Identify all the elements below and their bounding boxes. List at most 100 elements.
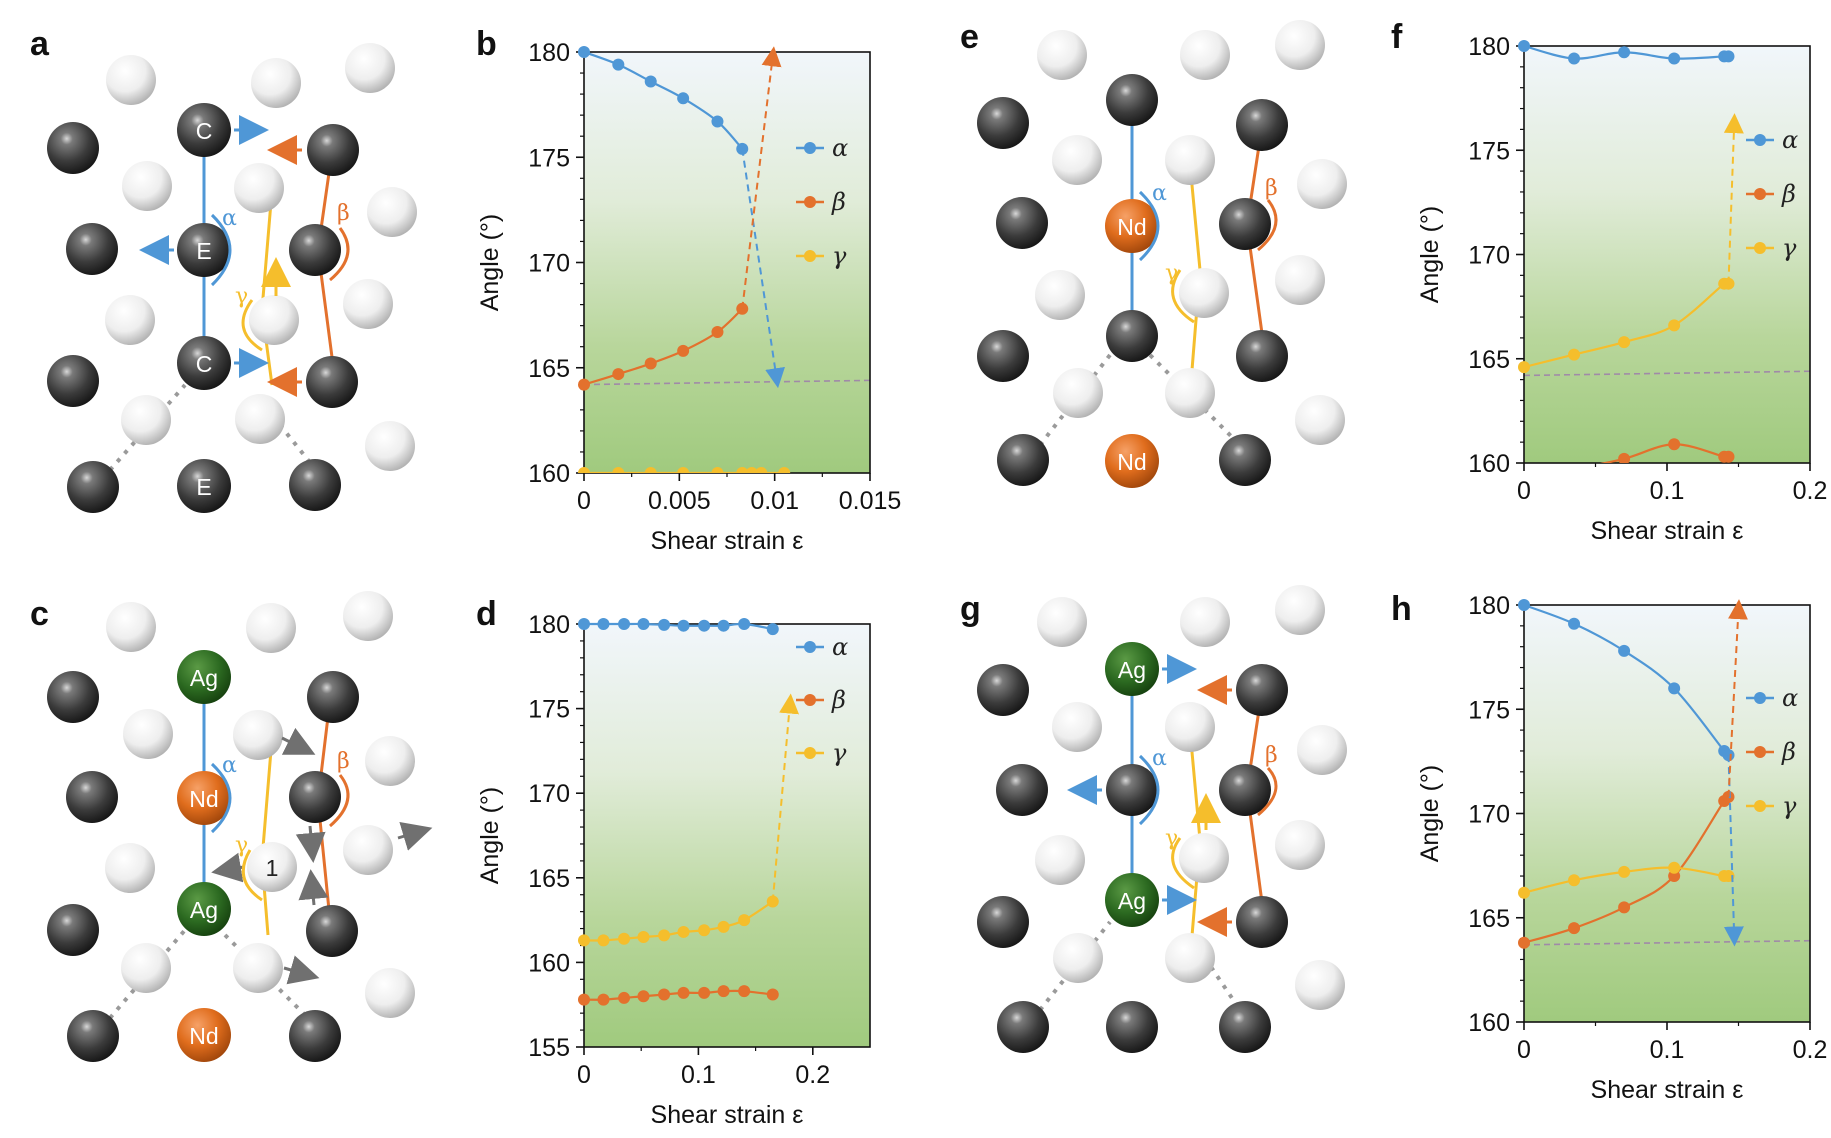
light-atom (1035, 270, 1085, 320)
data-point-γ (1618, 336, 1631, 349)
data-point-γ (1668, 319, 1681, 332)
atom-ag-bottom (1105, 873, 1159, 927)
data-point-γ (717, 920, 730, 933)
light-atom (122, 161, 172, 211)
y-axis-title: Angle (°) (1416, 206, 1444, 304)
data-point-β (1618, 452, 1631, 463)
angle-label-gamma: γ (1165, 261, 1178, 286)
angle-arc-alpha (1138, 754, 1160, 826)
legend-label: α (1782, 684, 1798, 712)
x-tick-label: 0 (577, 487, 591, 515)
legend-marker (804, 196, 816, 208)
data-point-γ (736, 467, 749, 473)
data-point-γ (618, 932, 631, 945)
tagged-atom-label: 1 (266, 855, 279, 881)
legend-marker (804, 641, 816, 653)
light-atom (1179, 268, 1229, 318)
angle-label-beta: β (337, 749, 350, 774)
angle-label-alpha: α (1152, 181, 1167, 206)
angle-arc-gamma (241, 299, 263, 352)
dark-atom (1236, 896, 1288, 948)
y-tick-label: 170 (1468, 242, 1510, 270)
data-point-α (637, 618, 650, 630)
y-axis-title: Angle (°) (1416, 765, 1444, 863)
light-atom (235, 394, 285, 444)
data-point-α (644, 75, 657, 88)
atom-ag-bottom (177, 882, 231, 936)
light-atom (233, 943, 283, 993)
dark-atom (977, 97, 1029, 149)
data-point-β (717, 985, 730, 998)
dark-atom (1219, 434, 1271, 486)
panel-letter-d: d (476, 595, 497, 633)
x-axis-title: Shear strain ε (1591, 1076, 1744, 1104)
displacement-arrow (295, 825, 326, 863)
panel-letter-h: h (1391, 590, 1412, 628)
light-atom (1295, 960, 1345, 1010)
light-atom (1180, 597, 1230, 647)
x-tick-label: 0.1 (1650, 1036, 1685, 1064)
x-tick-label: 0 (1517, 477, 1531, 505)
light-atom (1275, 820, 1325, 870)
y-axis-title: Angle (°) (476, 214, 504, 312)
y-tick-label: 155 (528, 1034, 570, 1062)
legend-marker (804, 747, 816, 759)
data-point-α (677, 619, 690, 632)
angle-arc-beta (329, 774, 350, 828)
angle-arc-beta (1257, 199, 1278, 252)
legend-label: β (1781, 738, 1796, 766)
light-atom (246, 603, 296, 653)
data-point-γ (778, 467, 791, 473)
plot-background (1524, 46, 1810, 463)
atom-c-bottom (177, 336, 231, 390)
y-tick-label: 175 (528, 144, 570, 172)
data-point-α (578, 618, 590, 630)
x-tick-label: 0.005 (648, 487, 711, 515)
jump-arrow-β (1727, 599, 1748, 797)
data-point-α (698, 619, 711, 632)
data-point-γ (738, 914, 751, 927)
plot-data (578, 618, 779, 1006)
dark-atom (67, 461, 119, 513)
legend-label: γ (1782, 234, 1797, 262)
plot-data (1518, 599, 1735, 949)
light-atom (121, 395, 171, 445)
data-point-α (578, 46, 590, 58)
dark-atom (289, 224, 341, 276)
legend-label: γ (1782, 792, 1797, 820)
displacement-arrow (211, 852, 245, 883)
y-tick-label: 165 (528, 865, 570, 893)
angle-label-gamma: γ (1165, 826, 1178, 851)
atom-label: Ag (190, 897, 218, 923)
angle-arc-alpha (210, 213, 232, 287)
panel-c-schematic: c 1 Ag Nd Ag Nd (30, 591, 433, 1062)
displacement-arrow (281, 727, 316, 755)
reference-line (1523, 370, 1811, 377)
legend-label: γ (832, 242, 847, 270)
legend-label: α (832, 134, 848, 162)
atom-label: E (196, 474, 211, 500)
angle-arc-gamma (1171, 837, 1195, 890)
atom-label: Ag (1118, 657, 1146, 683)
data-point-β (1618, 901, 1631, 914)
data-point-α (1722, 50, 1735, 63)
atom-e-bottom (177, 459, 231, 513)
data-point-α (1618, 644, 1631, 657)
y-tick-label: 180 (1468, 592, 1510, 620)
data-point-γ (1518, 361, 1530, 374)
dark-atom (67, 1010, 119, 1062)
dark-atom (66, 771, 118, 823)
light-atom (1295, 395, 1345, 445)
dark-atom (1219, 198, 1271, 250)
reference-line (583, 379, 871, 386)
displacement-arrow (298, 869, 329, 906)
series-line-β (583, 989, 773, 1001)
data-point-β (618, 991, 631, 1004)
atom-label: Nd (1117, 214, 1146, 240)
light-atom (1275, 20, 1325, 70)
angle-label-gamma: γ (235, 284, 248, 309)
data-point-β (1722, 450, 1735, 463)
dark-atom (66, 223, 118, 275)
data-point-γ (1668, 861, 1681, 874)
atom-label: Nd (1117, 449, 1146, 475)
